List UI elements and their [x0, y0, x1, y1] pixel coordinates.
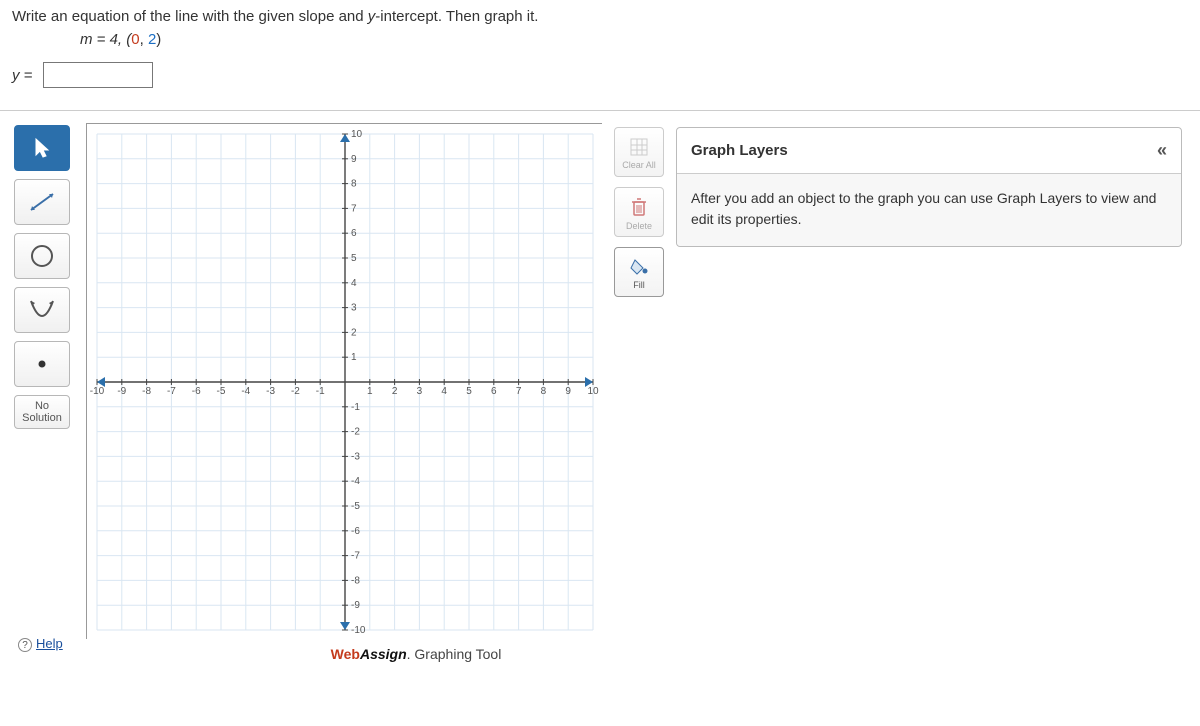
svg-text:4: 4 [351, 278, 357, 289]
line-icon [27, 190, 57, 214]
point-tool-button[interactable] [14, 341, 70, 387]
prompt-pre: Write an equation of the line with the g… [12, 8, 368, 25]
brand-assign: Assign [360, 646, 407, 662]
help-label: Help [36, 636, 63, 651]
svg-text:7: 7 [351, 203, 357, 214]
footer-brand: WebAssign. Graphing Tool [86, 640, 746, 668]
svg-text:-6: -6 [351, 526, 360, 537]
svg-text:3: 3 [351, 303, 357, 314]
prompt-post: -intercept. Then graph it. [375, 8, 538, 25]
no-sol-l1: No [35, 400, 49, 412]
svg-text:1: 1 [367, 386, 373, 397]
svg-text:-5: -5 [217, 386, 226, 397]
fill-label: Fill [633, 280, 645, 290]
svg-text:-7: -7 [351, 551, 360, 562]
svg-text:-9: -9 [117, 386, 126, 397]
fill-icon [629, 257, 649, 277]
trash-icon [629, 196, 649, 218]
brand-suffix: . Graphing Tool [407, 646, 502, 662]
answer-lhs: y = [12, 67, 37, 84]
brand-web: Web [331, 646, 360, 662]
svg-text:2: 2 [351, 327, 357, 338]
point-icon [35, 357, 49, 371]
circle-icon [29, 243, 55, 269]
svg-text:-6: -6 [192, 386, 201, 397]
line-tool-button[interactable] [14, 179, 70, 225]
svg-text:2: 2 [392, 386, 398, 397]
question-prompt: Write an equation of the line with the g… [12, 8, 1188, 25]
svg-text:8: 8 [351, 179, 357, 190]
left-toolbar: No Solution [14, 125, 74, 437]
svg-text:1: 1 [351, 352, 357, 363]
pointer-icon [33, 137, 51, 159]
answer-input[interactable] [43, 62, 153, 88]
svg-text:-8: -8 [142, 386, 151, 397]
collapse-panel-button[interactable]: « [1157, 140, 1167, 161]
clear-label: Clear All [622, 160, 656, 170]
svg-text:-8: -8 [351, 575, 360, 586]
params-suffix: ) [156, 31, 161, 48]
layers-title: Graph Layers [691, 142, 788, 159]
svg-text:9: 9 [351, 154, 357, 165]
answer-row: y = [12, 62, 1188, 88]
svg-text:5: 5 [351, 253, 357, 264]
svg-text:-7: -7 [167, 386, 176, 397]
svg-text:3: 3 [417, 386, 423, 397]
svg-text:6: 6 [491, 386, 497, 397]
parabola-icon [27, 297, 57, 323]
svg-text:-3: -3 [351, 451, 360, 462]
svg-text:9: 9 [565, 386, 571, 397]
no-solution-button[interactable]: No Solution [14, 395, 70, 429]
no-sol-l2: Solution [22, 412, 62, 424]
select-tool-button[interactable] [14, 125, 70, 171]
svg-text:-5: -5 [351, 501, 360, 512]
coord-x: 0 [131, 31, 139, 48]
side-actions: Clear All Delete Fill [614, 127, 670, 307]
svg-text:-1: -1 [316, 386, 325, 397]
svg-text:6: 6 [351, 228, 357, 239]
parabola-tool-button[interactable] [14, 287, 70, 333]
params-prefix: m = 4, ( [80, 31, 131, 48]
help-icon: ? [18, 638, 32, 652]
coord-sep: , [140, 31, 148, 48]
svg-text:-10: -10 [351, 625, 366, 636]
svg-text:-9: -9 [351, 600, 360, 611]
layers-body: After you add an object to the graph you… [677, 174, 1181, 246]
svg-text:-2: -2 [291, 386, 300, 397]
svg-text:10: 10 [587, 386, 599, 397]
svg-text:7: 7 [516, 386, 522, 397]
grid-clear-icon [629, 137, 649, 157]
svg-text:-1: -1 [351, 402, 360, 413]
circle-tool-button[interactable] [14, 233, 70, 279]
fill-button[interactable]: Fill [614, 247, 664, 297]
svg-text:-4: -4 [351, 476, 360, 487]
graph-canvas[interactable]: -10 -9 -8 -7 -6 -5 -4 -3 -2 -1 1 2 3 4 5 6 7 8 9 10 -10 -9 -8 -… [86, 123, 602, 639]
delete-label: Delete [626, 221, 652, 231]
svg-text:10: 10 [351, 129, 363, 140]
given-params: m = 4, (0, 2) [80, 31, 1188, 48]
svg-text:-10: -10 [90, 386, 105, 397]
svg-text:-2: -2 [351, 427, 360, 438]
delete-button[interactable]: Delete [614, 187, 664, 237]
svg-text:-4: -4 [241, 386, 250, 397]
help-link[interactable]: ? Help [18, 636, 63, 652]
graph-layers-panel: Graph Layers « After you add an object t… [676, 127, 1182, 247]
svg-text:4: 4 [441, 386, 447, 397]
clear-all-button[interactable]: Clear All [614, 127, 664, 177]
svg-text:-3: -3 [266, 386, 275, 397]
svg-text:5: 5 [466, 386, 472, 397]
svg-text:8: 8 [541, 386, 547, 397]
